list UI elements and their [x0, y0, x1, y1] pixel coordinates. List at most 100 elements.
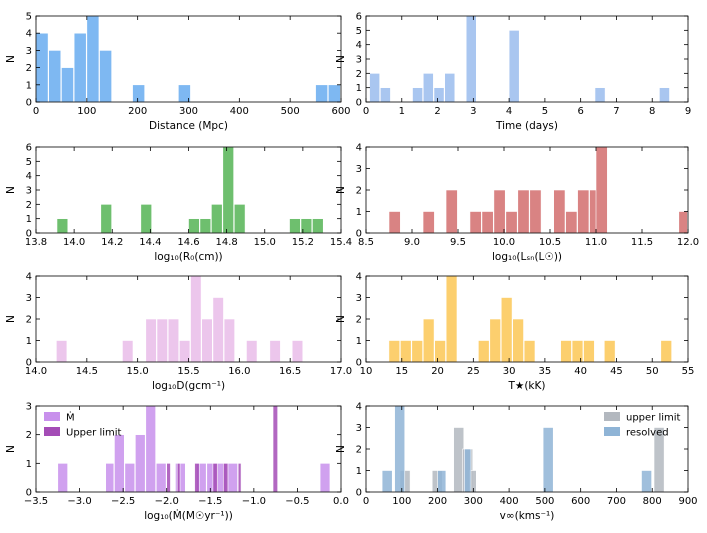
y-tick-label: 4 [356, 40, 362, 51]
bar-1-16 [660, 340, 672, 363]
bar-1-6 [99, 50, 112, 103]
bar-1-8 [233, 204, 246, 234]
y-tick-label: 4 [26, 171, 32, 182]
x-tick-label: 17.0 [330, 366, 352, 377]
bar-1-4 [469, 211, 482, 234]
x-tick-label: 400 [230, 106, 249, 117]
x-tick-label: 14.6 [177, 237, 199, 248]
x-tick-label: 200 [128, 106, 147, 117]
bar-1-12 [560, 340, 572, 363]
x-tick-label: 8 [649, 106, 655, 117]
bar-1-15 [603, 340, 616, 363]
axes-frame [35, 405, 342, 493]
bar-1-2 [380, 87, 391, 103]
y-tick-label: 1 [356, 207, 362, 218]
y-tick-label: 2 [26, 430, 32, 441]
chart-1: 0 100 200 300 400 500 600 0 1 2 3 4 5 Distance (Mpc) N [5, 12, 351, 133]
x-tick-label: 15.5 [177, 366, 199, 377]
x-axis-label: log₁₀D(gcm⁻¹) [152, 380, 225, 392]
x-tick-label: 14.2 [101, 237, 123, 248]
x-tick-label: 6 [577, 106, 583, 117]
bar-2-4 [464, 448, 472, 493]
legend-swatch [604, 412, 620, 421]
bar-1-1 [56, 340, 68, 363]
bar-1-12 [227, 463, 238, 493]
x-tick-label: −2.0 [155, 496, 179, 507]
bar-1-3 [412, 87, 423, 103]
y-tick-label: 3 [26, 293, 32, 304]
x-axis-label: log₁₀(Lₛₙ(L☉)) [492, 251, 562, 263]
bar-1-1 [56, 218, 69, 234]
y-tick-label: 0 [26, 229, 32, 240]
x-tick-label: 15.0 [127, 366, 149, 377]
bar-1-2 [105, 463, 115, 493]
bar-1-14 [583, 340, 595, 363]
bar-1-8 [489, 318, 501, 363]
bar-2-1 [381, 470, 393, 493]
bar-1-7 [505, 211, 518, 234]
bar-1-6 [444, 73, 456, 103]
bar-1-11 [523, 340, 536, 363]
bar-1-4 [422, 73, 434, 103]
y-tick-label: 3 [356, 423, 362, 434]
y-tick-label: 2 [26, 315, 32, 326]
bar-1-9 [289, 218, 301, 234]
y-tick-label: 2 [356, 445, 362, 456]
y-tick-label: 1 [356, 83, 362, 94]
y-tick-label: 2 [26, 63, 32, 74]
legend-swatch [44, 412, 60, 421]
bar-2-6 [237, 463, 242, 493]
y-tick-label: 6 [26, 143, 32, 154]
x-tick-label: 14.5 [76, 366, 98, 377]
x-tick-label: 5 [542, 106, 548, 117]
bar-2-2 [394, 405, 406, 493]
chart-7: −3.5 −3.0 −2.5 −2.0 −1.5 −1.0 −0.5 0.0 0 1 2 3 log₁₀… [5, 402, 349, 523]
bar-1-13 [571, 340, 584, 363]
bar-1-7 [465, 15, 477, 103]
x-tick-label: 30 [503, 366, 516, 377]
x-tick-label: 500 [281, 106, 300, 117]
y-tick-label: 1 [26, 336, 32, 347]
x-tick-label: 3 [470, 106, 476, 117]
bar-1-3 [453, 427, 465, 493]
y-tick-label: 4 [26, 272, 32, 283]
y-tick-label: 6 [356, 12, 362, 23]
y-tick-label: 2 [356, 186, 362, 197]
bar-2-6 [641, 470, 652, 493]
bar-1-9 [500, 297, 513, 363]
x-tick-label: 0 [363, 106, 369, 117]
bar-1-6 [493, 189, 506, 234]
x-tick-label: 8.5 [358, 237, 374, 248]
bar-1-3 [445, 189, 458, 234]
bar-1-8 [508, 30, 520, 103]
bar-1-1 [57, 463, 68, 493]
bar-1-10 [659, 87, 670, 103]
y-tick-label: 4 [356, 143, 362, 154]
chart-5: 14.0 14.5 15.0 15.5 16.0 16.5 17.0 0 1 2 3 4 log₁₀D(… [5, 272, 352, 393]
bar-1-4 [156, 318, 168, 363]
bar-2-3 [437, 470, 447, 493]
chart-4: 8.5 9.0 9.5 10.0 10.5 11.0 11.5 12.0 0 1 2 3 4 log₁₀(… [335, 143, 699, 264]
y-tick-label: 5 [356, 26, 362, 37]
bar-1-12 [577, 189, 590, 234]
x-tick-label: 9.5 [450, 237, 466, 248]
x-tick-label: 25 [467, 366, 480, 377]
bar-1-15 [678, 211, 688, 234]
x-tick-label: 45 [610, 366, 623, 377]
bar-1-12 [269, 340, 281, 363]
y-tick-label: 3 [26, 402, 32, 413]
x-tick-label: 2 [434, 106, 440, 117]
bar-1-7 [478, 340, 490, 363]
bar-1-1 [369, 73, 381, 103]
x-tick-label: 10.5 [539, 237, 561, 248]
x-tick-label: 16.5 [279, 366, 301, 377]
bar-1-9 [594, 87, 606, 103]
bar-2-4 [212, 463, 218, 493]
bar-1-3 [140, 204, 152, 234]
bar-1-9 [315, 84, 328, 103]
bar-1-7 [190, 275, 202, 363]
legend-label: upper limit [626, 413, 681, 424]
bar-1-14 [595, 146, 608, 234]
x-tick-label: 50 [646, 366, 659, 377]
bar-1-1 [388, 340, 401, 363]
